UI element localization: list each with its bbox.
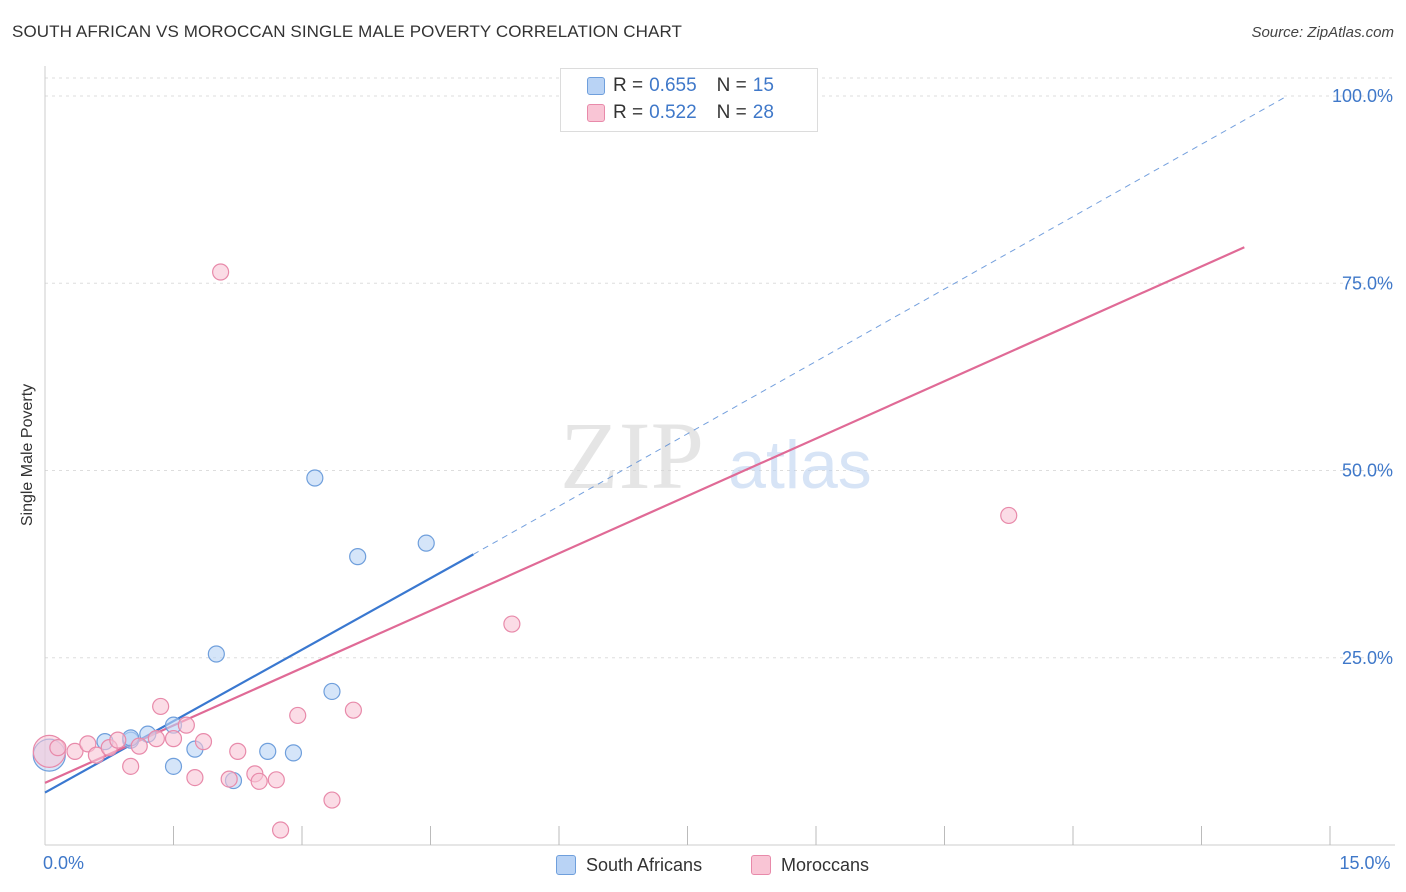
point-moroccans bbox=[267, 771, 285, 789]
trend-extension-south-africans bbox=[473, 95, 1288, 555]
r-value: 0.522 bbox=[649, 102, 697, 123]
point-moroccans bbox=[152, 697, 170, 716]
point-moroccans bbox=[194, 733, 213, 751]
point-moroccans bbox=[323, 791, 341, 809]
point-moroccans bbox=[271, 821, 290, 839]
n-value: 28 bbox=[752, 102, 774, 123]
legend-label-south-africans: South Africans bbox=[586, 854, 703, 875]
trend-line-moroccans bbox=[44, 246, 1245, 784]
point-moroccans bbox=[147, 730, 165, 748]
legend-label-moroccans: Moroccans bbox=[781, 854, 870, 875]
point-moroccans bbox=[109, 731, 127, 749]
point-moroccans bbox=[1000, 506, 1018, 525]
point-south-africans bbox=[417, 534, 435, 552]
n-label: N = bbox=[716, 102, 747, 123]
chart-title: SOUTH AFRICAN VS MOROCCAN SINGLE MALE PO… bbox=[12, 22, 683, 41]
stats-row-south-africans: R = 0.655 N = 15 bbox=[587, 74, 774, 98]
x-tick-label: 0.0% bbox=[43, 853, 84, 873]
point-moroccans bbox=[66, 742, 84, 760]
point-moroccans bbox=[164, 730, 183, 748]
legend-item-south-africans[interactable]: South Africans bbox=[556, 852, 702, 878]
y-tick-label: 25.0% bbox=[1342, 648, 1393, 668]
point-south-africans bbox=[259, 742, 277, 760]
point-moroccans bbox=[130, 737, 148, 755]
point-south-africans bbox=[284, 744, 303, 762]
x-tick-label: 15.0% bbox=[1339, 853, 1390, 873]
point-moroccans bbox=[186, 768, 204, 787]
y-tick-label: 100.0% bbox=[1332, 86, 1393, 106]
point-south-africans bbox=[306, 469, 324, 487]
legend-swatch-moroccans bbox=[751, 855, 771, 875]
trend-line-south-africans bbox=[44, 553, 474, 794]
r-label: R = bbox=[613, 102, 644, 123]
watermark-zip: ZIP bbox=[560, 402, 704, 509]
legend-item-moroccans[interactable]: Moroccans bbox=[751, 852, 869, 878]
point-moroccans bbox=[220, 770, 238, 788]
trend-lines bbox=[44, 95, 1288, 794]
point-moroccans bbox=[87, 746, 106, 764]
point-south-africans bbox=[207, 645, 225, 663]
source-label: Source: ZipAtlas.com bbox=[1251, 24, 1394, 41]
stats-row-moroccans: R = 0.522 N = 28 bbox=[587, 101, 774, 125]
y-tick-label: 75.0% bbox=[1342, 273, 1393, 293]
tick-labels: 25.0% 50.0% 75.0% 100.0% 0.0% 15.0% bbox=[43, 86, 1393, 873]
point-moroccans bbox=[122, 757, 140, 775]
point-moroccans bbox=[229, 742, 247, 760]
grid-lines bbox=[45, 77, 1395, 659]
y-axis-label: Single Male Poverty bbox=[19, 383, 36, 527]
watermark-atlas: atlas bbox=[728, 427, 872, 503]
point-moroccans bbox=[177, 716, 195, 734]
n-label: N = bbox=[716, 75, 747, 96]
legend-swatch-south-africans bbox=[587, 77, 605, 95]
n-value: 15 bbox=[752, 75, 774, 96]
r-label: R = bbox=[613, 75, 644, 96]
point-moroccans bbox=[49, 739, 67, 757]
point-moroccans bbox=[212, 263, 230, 281]
data-points bbox=[32, 263, 1018, 839]
point-south-africans bbox=[349, 548, 367, 566]
legend-swatch-moroccans bbox=[587, 104, 605, 122]
stats-legend: R = 0.655 N = 15 R = 0.522 N = 28 bbox=[560, 68, 818, 132]
point-moroccans bbox=[289, 706, 307, 725]
point-moroccans bbox=[250, 772, 268, 790]
legend-swatch-south-africans bbox=[556, 855, 576, 875]
point-moroccans bbox=[344, 701, 362, 719]
r-value: 0.655 bbox=[649, 75, 697, 96]
point-south-africans bbox=[164, 757, 183, 775]
axes bbox=[44, 66, 1395, 846]
point-south-africans bbox=[323, 682, 341, 701]
y-tick-label: 50.0% bbox=[1342, 461, 1393, 481]
point-moroccans bbox=[503, 615, 521, 633]
